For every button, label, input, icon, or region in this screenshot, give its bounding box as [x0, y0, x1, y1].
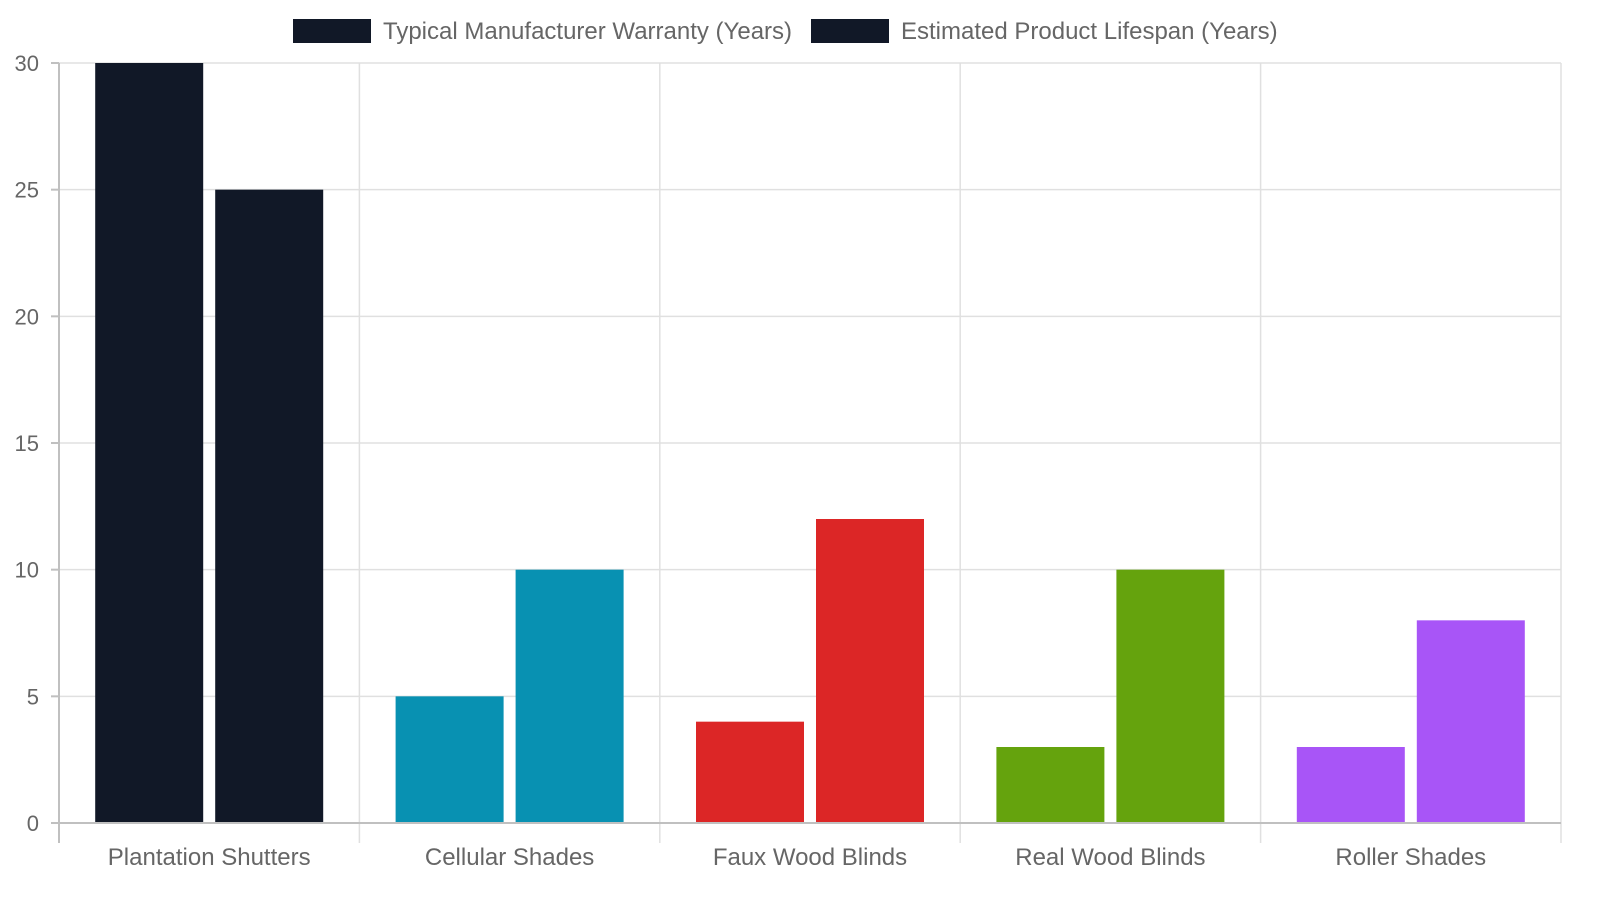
legend: Typical Manufacturer Warranty (Years) Es…: [293, 18, 1278, 45]
axes: [51, 62, 1561, 843]
x-tick-label: Cellular Shades: [425, 844, 594, 871]
y-tick-label: 20: [15, 304, 39, 329]
bar-lifespan[interactable]: [515, 569, 624, 823]
x-tick-label: Faux Wood Blinds: [713, 844, 907, 871]
x-tick-label: Real Wood Blinds: [1015, 844, 1205, 871]
bar-warranty[interactable]: [696, 721, 804, 823]
x-tick-label: Plantation Shutters: [108, 844, 311, 871]
bars: [95, 63, 1525, 823]
legend-label-lifespan[interactable]: Estimated Product Lifespan (Years): [901, 18, 1278, 45]
bar-lifespan[interactable]: [816, 519, 924, 823]
bar-lifespan[interactable]: [215, 189, 324, 823]
x-tick-label: Roller Shades: [1335, 844, 1486, 871]
y-tick-label: 15: [15, 431, 39, 456]
bar-lifespan[interactable]: [1116, 569, 1225, 823]
y-tick-label: 0: [27, 811, 39, 836]
y-tick-label: 30: [15, 51, 39, 76]
y-tick-label: 5: [27, 684, 39, 709]
bar-warranty[interactable]: [95, 63, 204, 823]
bar-warranty[interactable]: [996, 747, 1105, 823]
bar-lifespan[interactable]: [1416, 620, 1525, 823]
legend-label-warranty[interactable]: Typical Manufacturer Warranty (Years): [383, 18, 792, 45]
y-tick-label: 25: [15, 178, 39, 203]
legend-swatch-warranty[interactable]: [293, 19, 371, 43]
tick-labels: 0 5 10 15 20 25 30 Plantation Shutters Cellular …: [15, 51, 1487, 871]
legend-swatch-lifespan[interactable]: [811, 19, 889, 43]
bar-warranty[interactable]: [1296, 747, 1405, 823]
bar-warranty[interactable]: [395, 696, 504, 823]
y-tick-label: 10: [15, 558, 39, 583]
